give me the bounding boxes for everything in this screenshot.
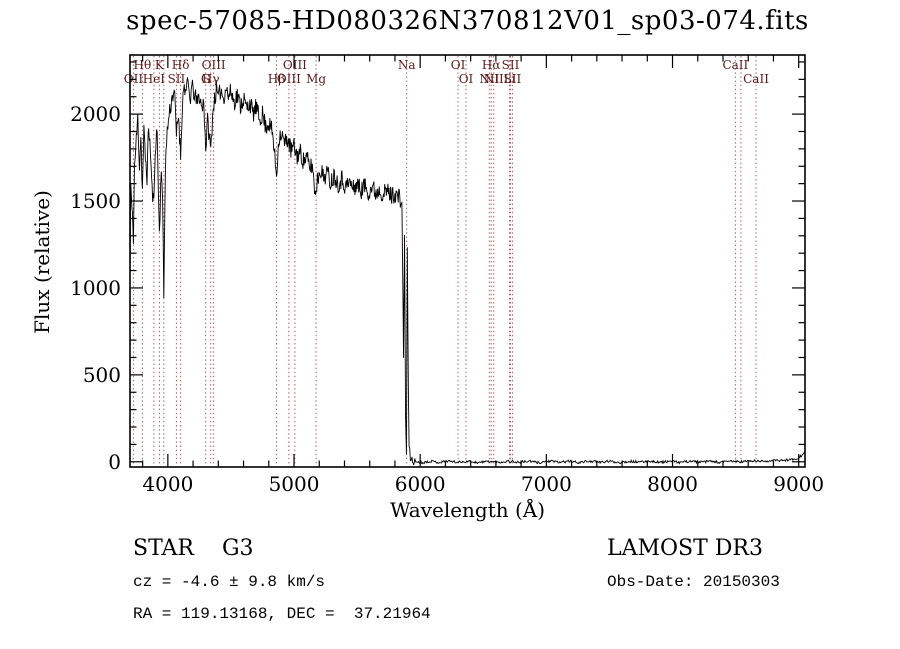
spectral-line-label: K — [155, 58, 165, 72]
spectral-line-label: Hβ — [268, 72, 285, 86]
x-tick-label: 9000 — [773, 472, 824, 496]
spectral-line-label: OIII — [283, 58, 307, 72]
x-tick-label: 5000 — [269, 472, 320, 496]
ra-dec-label: RA = 119.13168, DEC = 37.21964 — [133, 605, 431, 623]
spectral-line-label: SII — [504, 72, 522, 86]
plot-title: spec-57085-HD080326N370812V01_sp03-074.f… — [126, 6, 809, 36]
spectral-line-label: Hα — [482, 58, 501, 72]
y-tick-label: 2000 — [70, 102, 121, 126]
x-axis-label: Wavelength (Å) — [389, 498, 546, 522]
spectral-line-label: OI — [459, 72, 474, 86]
y-tick-label: 1500 — [70, 189, 121, 213]
x-tick-label: 7000 — [521, 472, 572, 496]
spectral-line-label: CaII — [743, 72, 769, 86]
spectral-line-label: Hγ — [202, 72, 220, 86]
cz-value-label: cz = -4.6 ± 9.8 km/s — [133, 573, 326, 591]
spectral-line-label: Hθ — [134, 58, 152, 72]
spectral-line-label: Na — [398, 58, 416, 72]
spectral-line-label: HeI — [143, 72, 166, 86]
spectrum-path — [130, 77, 805, 466]
spectral-line-label: Hδ — [172, 58, 190, 72]
spectral-line-label: Mg — [306, 72, 326, 86]
survey-release-label: LAMOST DR3 — [607, 536, 763, 561]
spectral-line-label: CaII — [722, 58, 748, 72]
spectral-line-label: SII — [168, 72, 186, 86]
spectral-line-label: OI — [451, 58, 466, 72]
x-tick-label: 8000 — [647, 472, 698, 496]
y-tick-label: 0 — [108, 450, 121, 474]
spectral-line-label: NII — [479, 72, 499, 86]
y-tick-label: 1000 — [70, 276, 121, 300]
spectral-line-label: Li — [504, 72, 516, 86]
spectral-line-label: OIII — [202, 58, 226, 72]
classification-label: STAR G3 — [133, 536, 254, 561]
y-tick-label: 500 — [83, 363, 121, 387]
x-tick-label: 4000 — [142, 472, 193, 496]
spectral-line-label: OIII — [277, 72, 301, 86]
spectral-line-label: NII — [484, 72, 504, 86]
plot-border — [129, 54, 806, 468]
spectral-line-label: SII — [502, 58, 520, 72]
x-tick-label: 6000 — [395, 472, 446, 496]
y-axis-label: Flux (relative) — [30, 190, 54, 334]
spectral-line-label: G — [201, 72, 211, 86]
obs-date-label: Obs-Date: 20150303 — [607, 573, 780, 591]
